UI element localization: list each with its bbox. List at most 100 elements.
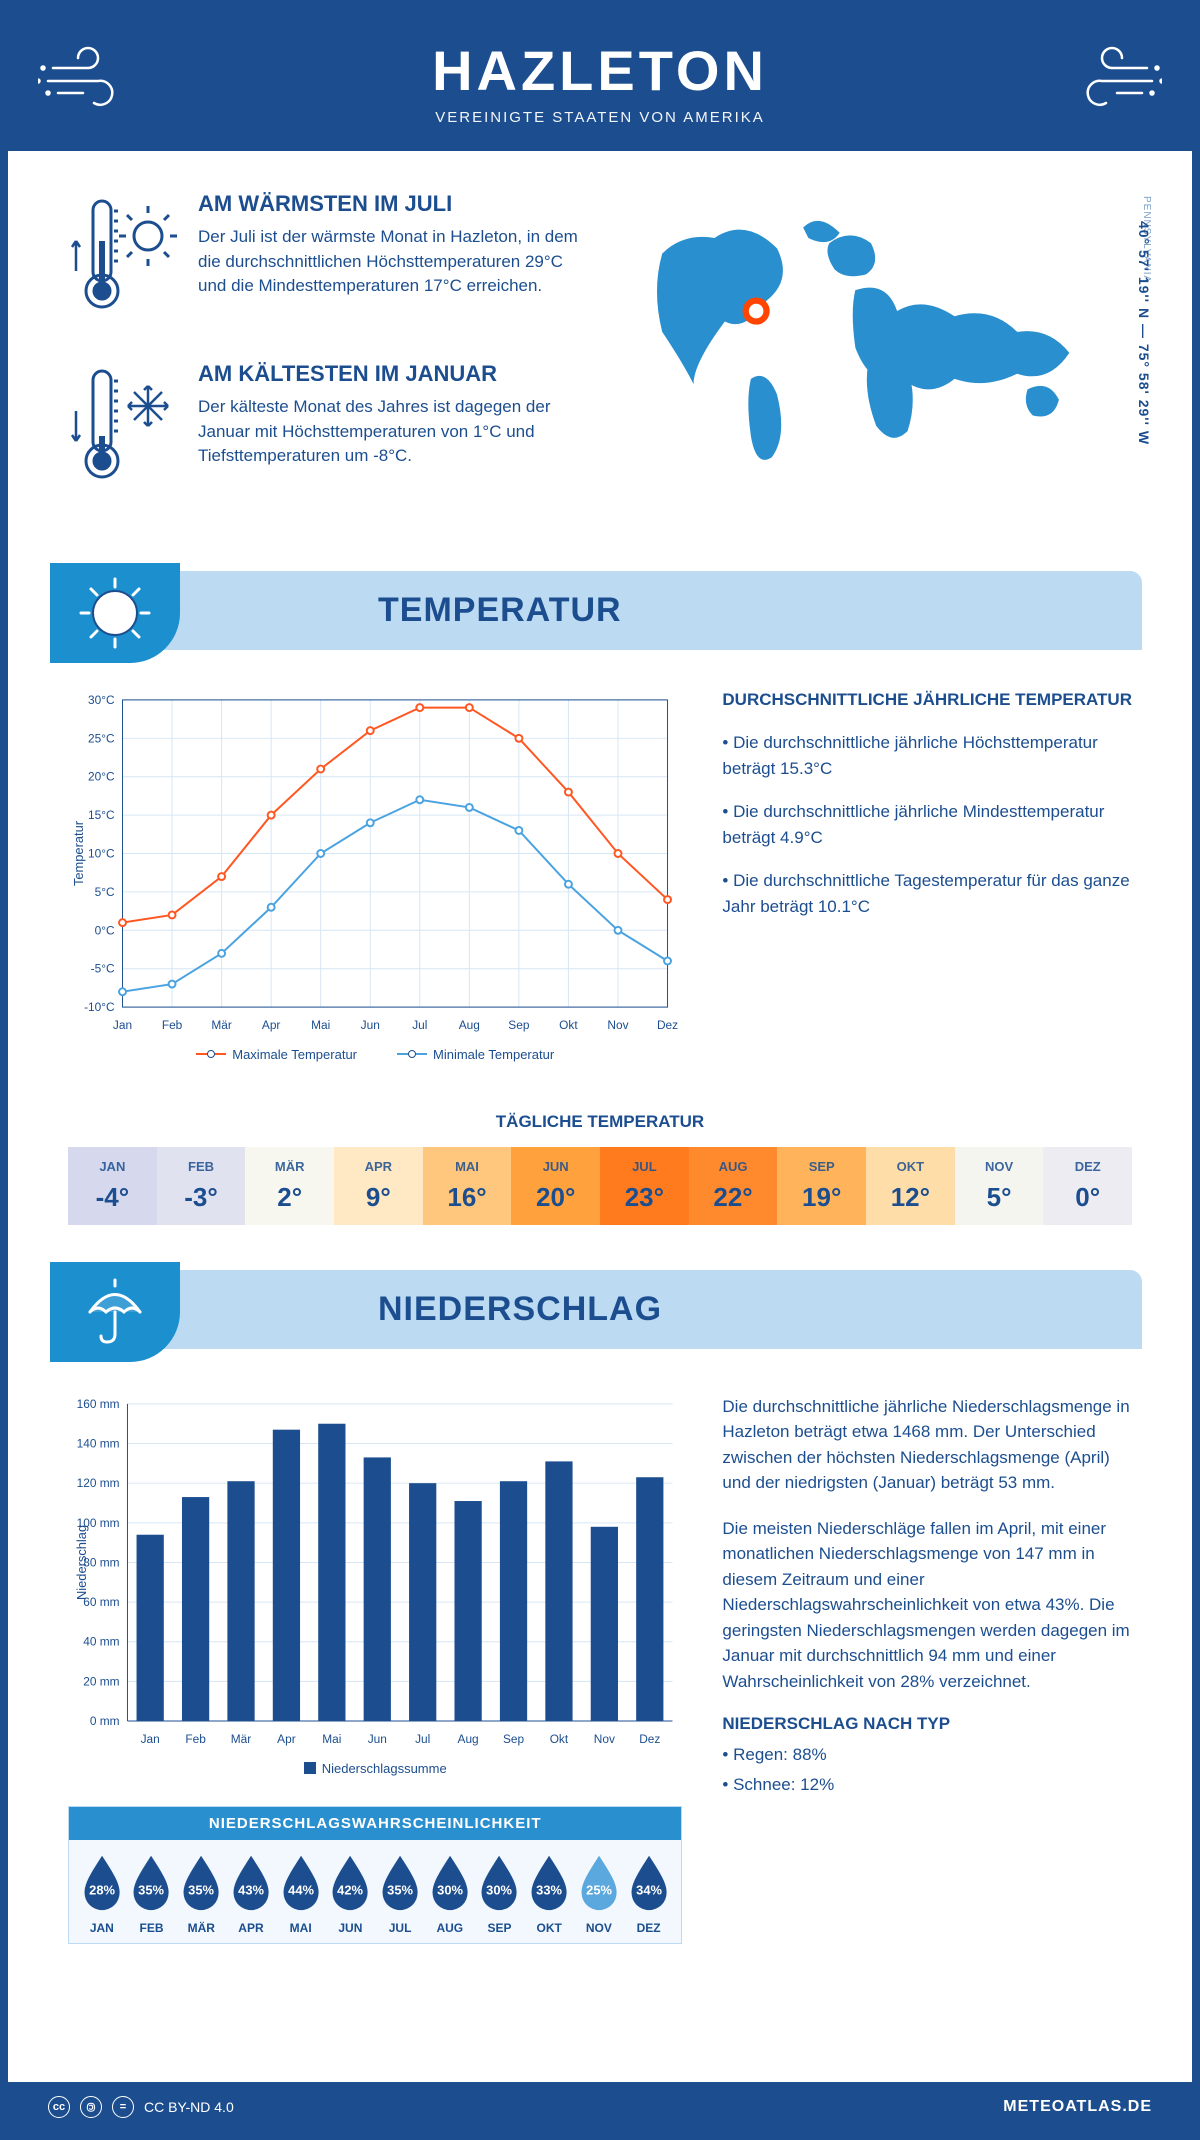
svg-text:20°C: 20°C <box>88 770 115 784</box>
svg-text:120 mm: 120 mm <box>77 1476 120 1490</box>
daily-temp-title: TÄGLICHE TEMPERATUR <box>8 1112 1192 1132</box>
svg-text:160 mm: 160 mm <box>77 1397 120 1411</box>
nd-icon: = <box>112 2096 134 2118</box>
wind-icon-right <box>1062 43 1162 118</box>
legend-min-label: Minimale Temperatur <box>433 1047 554 1062</box>
svg-text:-5°C: -5°C <box>91 962 115 976</box>
footer-license: cc 🄯 = CC BY-ND 4.0 <box>48 2096 234 2118</box>
coldest-block: AM KÄLTESTEN IM JANUAR Der kälteste Mona… <box>68 361 590 496</box>
svg-text:30°C: 30°C <box>88 693 115 707</box>
warmest-title: AM WÄRMSTEN IM JULI <box>198 191 590 217</box>
svg-text:Jun: Jun <box>368 1732 387 1746</box>
svg-text:43%: 43% <box>238 1882 264 1897</box>
coordinates: 40° 57' 19'' N — 75° 58' 29'' W <box>1136 221 1152 445</box>
svg-text:Aug: Aug <box>459 1018 480 1032</box>
svg-text:40 mm: 40 mm <box>83 1635 119 1649</box>
probability-drop: 42% JUN <box>326 1852 376 1935</box>
svg-text:Mär: Mär <box>231 1732 251 1746</box>
probability-row: 28% JAN 35% FEB 35% MÄR 43% APR <box>69 1840 681 1943</box>
svg-text:25%: 25% <box>586 1882 612 1897</box>
svg-text:20 mm: 20 mm <box>83 1674 119 1688</box>
precipitation-text: Die durchschnittliche jährliche Niedersc… <box>722 1394 1132 1944</box>
daily-temp-table: JAN -4° FEB -3° MÄR 2° APR 9° MAI 16° JU… <box>68 1147 1132 1225</box>
temp-text-title: DURCHSCHNITTLICHE JÄHRLICHE TEMPERATUR <box>722 690 1132 710</box>
daily-temp-cell: JUL 23° <box>600 1147 689 1225</box>
svg-text:Apr: Apr <box>277 1732 296 1746</box>
precip-legend-label: Niederschlagssumme <box>322 1761 447 1776</box>
svg-text:35%: 35% <box>188 1882 214 1897</box>
by-icon: 🄯 <box>80 2096 102 2118</box>
daily-temp-cell: SEP 19° <box>777 1147 866 1225</box>
precipitation-legend: Niederschlagssumme <box>68 1761 682 1776</box>
svg-text:Jul: Jul <box>412 1018 427 1032</box>
temperature-section-header: TEMPERATUR <box>58 571 1142 650</box>
temperature-legend: Maximale Temperatur Minimale Temperatur <box>68 1047 682 1062</box>
probability-title: NIEDERSCHLAGSWAHRSCHEINLICHKEIT <box>69 1807 681 1840</box>
city-title: HAZLETON <box>8 38 1192 103</box>
license-text: CC BY-ND 4.0 <box>144 2099 234 2115</box>
daily-temp-cell: FEB -3° <box>157 1147 246 1225</box>
svg-text:34%: 34% <box>636 1882 662 1897</box>
daily-temp-cell: MÄR 2° <box>245 1147 334 1225</box>
svg-text:33%: 33% <box>536 1882 562 1897</box>
temperature-title: TEMPERATUR <box>198 591 1142 630</box>
svg-text:Nov: Nov <box>607 1018 628 1032</box>
svg-text:Apr: Apr <box>262 1018 281 1032</box>
svg-text:Dez: Dez <box>657 1018 678 1032</box>
svg-text:Mär: Mär <box>211 1018 231 1032</box>
world-map <box>610 191 1132 483</box>
wind-icon-left <box>38 43 138 118</box>
svg-text:140 mm: 140 mm <box>77 1436 120 1450</box>
svg-text:Mai: Mai <box>311 1018 330 1032</box>
precip-type2: • Schnee: 12% <box>722 1772 1132 1798</box>
svg-text:Feb: Feb <box>185 1732 206 1746</box>
temperature-text: DURCHSCHNITTLICHE JÄHRLICHE TEMPERATUR •… <box>722 690 1132 1062</box>
precip-p1: Die durchschnittliche jährliche Niedersc… <box>722 1394 1132 1496</box>
map-column: PENNSYLVANIA 40° 57' 19'' N — 75° 58' 29… <box>610 191 1132 531</box>
daily-temp-cell: DEZ 0° <box>1043 1147 1132 1225</box>
probability-drop: 25% NOV <box>574 1852 624 1935</box>
overview-text-column: AM WÄRMSTEN IM JULI Der Juli ist der wär… <box>68 191 590 531</box>
svg-text:30%: 30% <box>437 1882 463 1897</box>
daily-temp-cell: JUN 20° <box>511 1147 600 1225</box>
probability-drop: 44% MAI <box>276 1852 326 1935</box>
page-container: HAZLETON VEREINIGTE STAATEN VON AMERIKA <box>0 0 1200 2140</box>
svg-text:42%: 42% <box>337 1882 363 1897</box>
svg-text:Jun: Jun <box>361 1018 380 1032</box>
svg-text:Temperatur: Temperatur <box>71 820 86 886</box>
svg-text:0 mm: 0 mm <box>90 1714 120 1728</box>
precip-type-title: NIEDERSCHLAG NACH TYP <box>722 1714 1132 1734</box>
overview-section: AM WÄRMSTEN IM JULI Der Juli ist der wär… <box>8 151 1192 571</box>
svg-text:Aug: Aug <box>458 1732 479 1746</box>
probability-drop: 30% SEP <box>475 1852 525 1935</box>
coldest-text: Der kälteste Monat des Jahres ist dagege… <box>198 395 590 469</box>
svg-text:Dez: Dez <box>639 1732 660 1746</box>
svg-text:15°C: 15°C <box>88 808 115 822</box>
temp-text-p2: • Die durchschnittliche jährliche Mindes… <box>722 799 1132 850</box>
svg-text:35%: 35% <box>139 1882 165 1897</box>
svg-text:Mai: Mai <box>322 1732 341 1746</box>
daily-temp-cell: JAN -4° <box>68 1147 157 1225</box>
svg-text:Feb: Feb <box>162 1018 183 1032</box>
svg-text:28%: 28% <box>89 1882 115 1897</box>
daily-temp-cell: AUG 22° <box>689 1147 778 1225</box>
svg-text:Jul: Jul <box>415 1732 430 1746</box>
daily-temp-cell: APR 9° <box>334 1147 423 1225</box>
svg-text:Nov: Nov <box>594 1732 615 1746</box>
svg-text:Okt: Okt <box>559 1018 578 1032</box>
location-marker <box>746 301 767 322</box>
probability-drop: 35% FEB <box>127 1852 177 1935</box>
daily-temp-cell: MAI 16° <box>423 1147 512 1225</box>
country-subtitle: VEREINIGTE STAATEN VON AMERIKA <box>8 109 1192 126</box>
svg-text:10°C: 10°C <box>88 846 115 860</box>
umbrella-icon <box>50 1262 180 1362</box>
sun-icon <box>50 563 180 663</box>
thermometer-hot-icon <box>68 191 178 326</box>
svg-text:Jan: Jan <box>141 1732 160 1746</box>
probability-drop: 33% OKT <box>524 1852 574 1935</box>
svg-text:Jan: Jan <box>113 1018 132 1032</box>
temp-text-p3: • Die durchschnittliche Tagestemperatur … <box>722 868 1132 919</box>
probability-drop: 43% APR <box>226 1852 276 1935</box>
svg-text:-10°C: -10°C <box>84 1000 115 1014</box>
probability-drop: 35% JUL <box>375 1852 425 1935</box>
